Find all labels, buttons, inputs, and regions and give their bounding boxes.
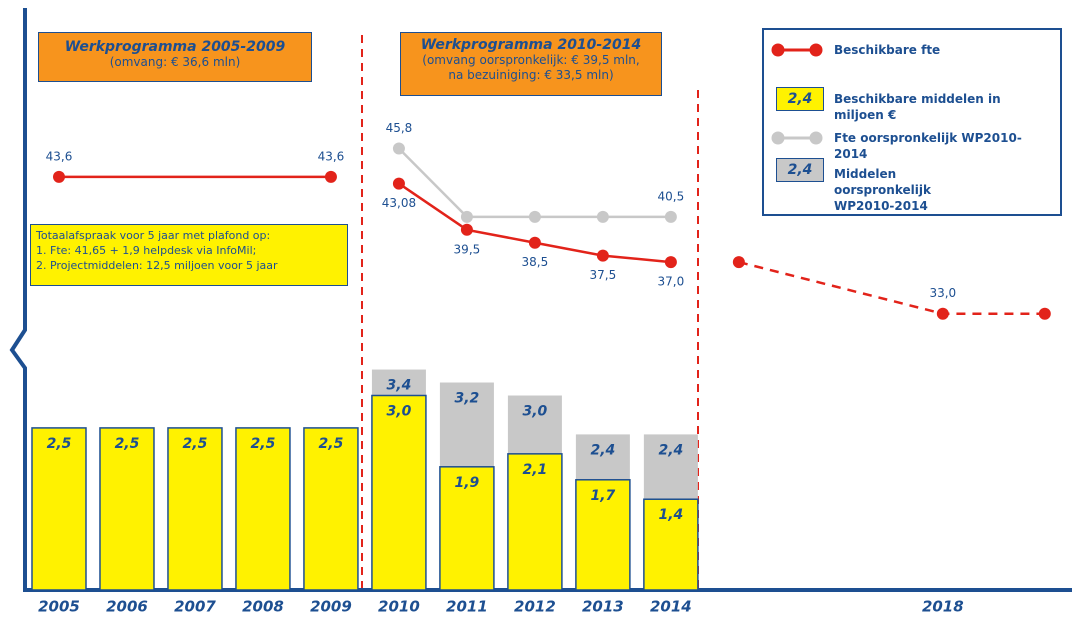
bar-label: 3,0	[522, 403, 547, 419]
bar-label: 2,5	[319, 436, 344, 452]
bar	[575, 479, 631, 591]
bar-label: 2,5	[47, 436, 72, 452]
point	[392, 142, 405, 155]
bar	[643, 498, 699, 591]
x-tick-label: 2012	[514, 598, 556, 616]
bar-label: 1,9	[455, 475, 480, 491]
annotation-text: na bezuiniging: € 33,5 mln)	[448, 68, 614, 82]
legend-label: Beschikbare middelen in miljoen €	[834, 92, 1001, 122]
bar-label: 3,0	[387, 403, 412, 419]
point	[936, 307, 949, 320]
point-label: 38,5	[522, 255, 549, 269]
bar-label: 2,4	[658, 442, 683, 458]
point	[52, 170, 65, 183]
bar-label: 2,4	[590, 442, 615, 458]
note-text: 2. Projectmiddelen: 12,5 miljoen voor 5 …	[36, 259, 278, 272]
bar	[303, 427, 359, 591]
annotation-box: Werkprogramma 2005-2009 (omvang: € 36,6 …	[38, 32, 312, 82]
point-label: 43,6	[46, 149, 73, 163]
x-tick-label: 2009	[310, 598, 352, 616]
bar-label: 1,4	[658, 507, 683, 523]
line	[398, 147, 671, 219]
note-text: 1. Fte: 41,65 + 1,9 helpdesk via InfoMil…	[36, 244, 257, 257]
point	[664, 210, 677, 223]
legend-swatch: 2,4	[776, 87, 824, 111]
point	[528, 236, 541, 249]
bar-label: 3,4	[387, 378, 412, 394]
x-tick-label: 2013	[582, 598, 624, 616]
bar	[31, 427, 87, 591]
legend-label: Beschikbare fte	[834, 43, 941, 57]
legend-marker	[771, 131, 785, 145]
bar	[371, 394, 427, 591]
bar-label: 2,1	[522, 462, 547, 478]
point-label: 39,5	[454, 242, 481, 256]
legend-marker	[809, 131, 823, 145]
point	[664, 256, 677, 269]
annotation-text: (omvang: € 36,6 mln)	[109, 55, 241, 69]
bar	[167, 427, 223, 591]
x-tick-label: 2008	[242, 598, 284, 616]
point	[596, 210, 609, 223]
bar	[507, 453, 563, 591]
bar-label: 2,5	[251, 436, 276, 452]
bar-label: 2,5	[183, 436, 208, 452]
x-tick-label: 2010	[378, 598, 420, 616]
x-tick-label: 2006	[106, 598, 148, 616]
x-tick-label: 2005	[38, 598, 80, 616]
point	[528, 210, 541, 223]
legend-symbols	[771, 43, 823, 145]
annotation-text: (omvang oorspronkelijk: € 39,5 mln,	[422, 53, 640, 67]
point	[596, 249, 609, 262]
point	[460, 223, 473, 236]
bar	[439, 466, 495, 591]
annotation-title: Werkprogramma 2010-2014	[420, 37, 642, 53]
y-axis	[9, 8, 27, 592]
note-box: Totaalafspraak voor 5 jaar met plafond o…	[30, 224, 348, 286]
point-label: 37,0	[658, 275, 685, 289]
point	[460, 210, 473, 223]
bar-label: 1,7	[590, 488, 615, 504]
bar	[235, 427, 291, 591]
note-text: Totaalafspraak voor 5 jaar met plafond o…	[36, 229, 271, 242]
legend-marker	[771, 43, 785, 57]
bar	[99, 427, 155, 591]
point-label: 33,0	[929, 286, 956, 300]
bar-label: 3,2	[455, 391, 480, 407]
legend-marker	[809, 43, 823, 57]
point-label: 43,08	[382, 196, 416, 210]
x-tick-label: 2018	[922, 598, 964, 616]
point-label: 40,5	[658, 189, 685, 203]
point	[1038, 307, 1051, 320]
legend: Beschikbare fte 2,4 Beschikbare middelen…	[762, 28, 1062, 216]
line	[738, 260, 1045, 315]
legend-label: Middelen oorspronkelijk WP2010-2014	[834, 167, 931, 213]
x-tick-label: 2011	[446, 598, 488, 616]
annotation-box: Werkprogramma 2010-2014 (omvang oorspron…	[400, 32, 662, 96]
annotation-title: Werkprogramma 2005-2009	[64, 39, 286, 55]
point	[392, 177, 405, 190]
point	[732, 256, 745, 269]
bar-label: 2,5	[115, 436, 140, 452]
point-label: 37,5	[590, 268, 617, 282]
point-label: 43,6	[318, 149, 345, 163]
point-label: 45,8	[386, 121, 413, 135]
point	[324, 170, 337, 183]
x-tick-label: 2014	[650, 598, 692, 616]
x-tick-label: 2007	[174, 598, 216, 616]
legend-swatch: 2,4	[776, 158, 824, 182]
legend-label: Fte oorspronkelijk WP2010-2014	[834, 131, 1022, 161]
